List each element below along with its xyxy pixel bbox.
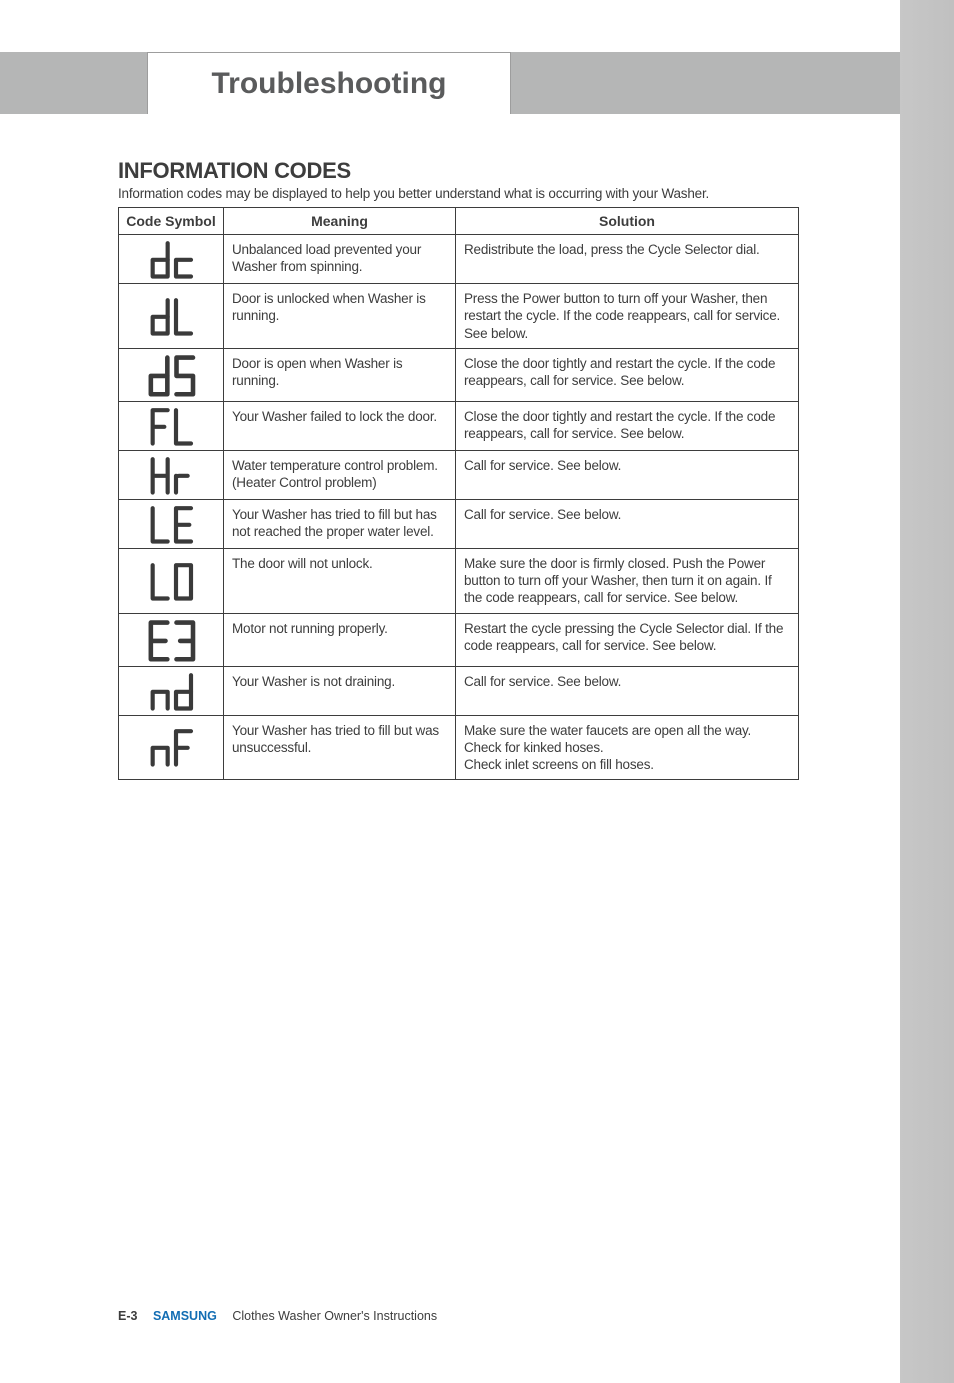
col-header-meaning: Meaning [224, 208, 456, 235]
meaning-cell: Your Washer is not draining. [224, 666, 456, 715]
code-symbol-cell [119, 613, 224, 666]
table-header-row: Code Symbol Meaning Solution [119, 208, 799, 235]
info-codes-table: Code Symbol Meaning Solution Unbalanced … [118, 207, 799, 780]
solution-cell: Close the door tightly and restart the c… [456, 348, 799, 401]
content-area: INFORMATION CODES Information codes may … [118, 158, 798, 780]
code-symbol-icon [123, 296, 219, 336]
meaning-cell: The door will not unlock. [224, 548, 456, 613]
intro-text: Information codes may be displayed to he… [118, 186, 798, 201]
code-symbol-cell [119, 450, 224, 499]
code-symbol-icon [123, 618, 219, 662]
section-tab: Troubleshooting [147, 52, 511, 114]
solution-cell: Make sure the door is firmly closed. Pus… [456, 548, 799, 613]
code-symbol-cell [119, 499, 224, 548]
meaning-cell: Your Washer failed to lock the door. [224, 401, 456, 450]
solution-cell: Press the Power button to turn off your … [456, 284, 799, 349]
code-symbol-cell [119, 666, 224, 715]
table-row: Motor not running properly.Restart the c… [119, 613, 799, 666]
page-edge-shadow [900, 0, 954, 1383]
solution-cell: Call for service. See below. [456, 450, 799, 499]
code-symbol-cell [119, 235, 224, 284]
table-row: Your Washer failed to lock the door.Clos… [119, 401, 799, 450]
code-symbol-cell [119, 401, 224, 450]
code-symbol-cell [119, 715, 224, 780]
page-footer: E-3 SAMSUNG Clothes Washer Owner's Instr… [118, 1309, 437, 1323]
solution-cell: Call for service. See below. [456, 499, 799, 548]
solution-cell: Restart the cycle pressing the Cycle Sel… [456, 613, 799, 666]
code-symbol-icon [123, 727, 219, 767]
meaning-cell: Your Washer has tried to fill but was un… [224, 715, 456, 780]
table-row: Your Washer has tried to fill but was un… [119, 715, 799, 780]
table-row: Your Washer has tried to fill but has no… [119, 499, 799, 548]
brand-name: SAMSUNG [153, 1309, 217, 1323]
document-page: Troubleshooting INFORMATION CODES Inform… [0, 0, 900, 1383]
meaning-cell: Unbalanced load prevented your Washer fr… [224, 235, 456, 284]
tab-title: Troubleshooting [212, 67, 447, 101]
code-symbol-icon [123, 504, 219, 544]
table-row: Unbalanced load prevented your Washer fr… [119, 235, 799, 284]
page-number: E-3 [118, 1309, 137, 1323]
table-row: Door is unlocked when Washer is running.… [119, 284, 799, 349]
table-row: The door will not unlock.Make sure the d… [119, 548, 799, 613]
code-symbol-icon [123, 671, 219, 711]
section-title: INFORMATION CODES [118, 158, 798, 184]
code-symbol-cell [119, 284, 224, 349]
table-row: Door is open when Washer is running.Clos… [119, 348, 799, 401]
meaning-cell: Water temperature control problem. (Heat… [224, 450, 456, 499]
code-symbol-icon [123, 239, 219, 279]
solution-cell: Close the door tightly and restart the c… [456, 401, 799, 450]
table-row: Water temperature control problem. (Heat… [119, 450, 799, 499]
solution-cell: Call for service. See below. [456, 666, 799, 715]
col-header-solution: Solution [456, 208, 799, 235]
col-header-symbol: Code Symbol [119, 208, 224, 235]
code-symbol-icon [123, 561, 219, 601]
meaning-cell: Door is open when Washer is running. [224, 348, 456, 401]
meaning-cell: Door is unlocked when Washer is running. [224, 284, 456, 349]
code-symbol-icon [123, 455, 219, 495]
code-symbol-cell [119, 548, 224, 613]
table-row: Your Washer is not draining.Call for ser… [119, 666, 799, 715]
meaning-cell: Your Washer has tried to fill but has no… [224, 499, 456, 548]
solution-cell: Make sure the water faucets are open all… [456, 715, 799, 780]
code-symbol-icon [123, 353, 219, 397]
code-symbol-cell [119, 348, 224, 401]
meaning-cell: Motor not running properly. [224, 613, 456, 666]
solution-cell: Redistribute the load, press the Cycle S… [456, 235, 799, 284]
document-title: Clothes Washer Owner's Instructions [232, 1309, 437, 1323]
code-symbol-icon [123, 406, 219, 446]
